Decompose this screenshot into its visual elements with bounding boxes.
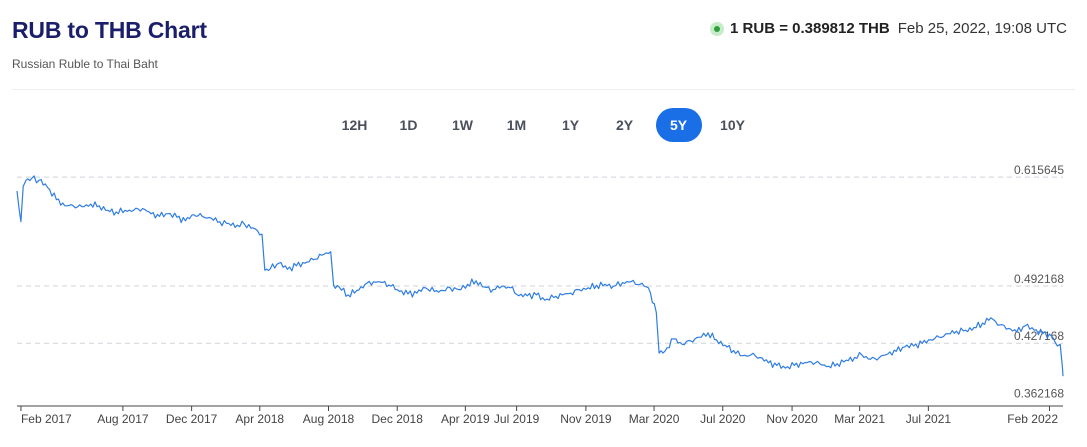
x-tick-label: Nov 2019: [560, 412, 612, 426]
period-button-5y[interactable]: 5Y: [655, 108, 702, 142]
series-line: [16, 175, 1064, 377]
period-button-1y[interactable]: 1Y: [548, 108, 594, 142]
x-tick-label: Apr 2019: [441, 412, 490, 426]
y-tick-label: 0.492168: [1014, 272, 1064, 286]
x-tick-label: Nov 2020: [766, 412, 818, 426]
x-axis-labels: Feb 2017 Aug 2017 Dec 2017 Apr 2018 Aug 2018…: [20, 406, 1058, 426]
y-axis-labels: 0.615645 0.492168 0.427168 0.362168: [1014, 163, 1064, 400]
x-tick-label: Dec 2017: [166, 412, 218, 426]
rate-timestamp: Feb 25, 2022, 19:08 UTC: [897, 20, 1067, 37]
x-tick-label: Dec 2018: [372, 412, 424, 426]
current-rate: 1 RUB = 0.389812 THB Feb 25, 2022, 19:08…: [710, 20, 1067, 37]
period-button-2y[interactable]: 2Y: [602, 108, 648, 142]
page-subtitle: Russian Ruble to Thai Baht: [12, 57, 158, 71]
x-tick-label: Jul 2020: [700, 412, 746, 426]
x-tick-label: Aug 2018: [303, 412, 355, 426]
x-tick-label: Feb 2017: [21, 412, 72, 426]
x-tick-label: Apr 2018: [235, 412, 284, 426]
x-tick-label: Mar 2021: [834, 412, 885, 426]
rate-value: 1 RUB = 0.389812 THB: [730, 20, 890, 37]
y-tick-label: 0.615645: [1014, 163, 1064, 177]
period-button-10y[interactable]: 10Y: [710, 108, 756, 142]
grid-lines: [17, 176, 1063, 344]
x-tick-label: Feb 2022: [1007, 412, 1058, 426]
page-title: RUB to THB Chart: [12, 17, 207, 43]
rate-chart[interactable]: 0.615645 0.492168 0.427168 0.362168 Feb 201…: [0, 160, 1087, 447]
header-divider: [12, 89, 1075, 90]
period-button-1m[interactable]: 1M: [494, 108, 540, 142]
period-button-1w[interactable]: 1W: [440, 108, 486, 142]
period-selector: 12H 1D 1W 1M 1Y 2Y 5Y 10Y: [0, 108, 1087, 142]
x-tick-label: Mar 2020: [629, 412, 680, 426]
period-button-1d[interactable]: 1D: [386, 108, 432, 142]
live-indicator-icon: [710, 21, 725, 36]
x-tick-label: Jul 2021: [906, 412, 952, 426]
period-button-12h[interactable]: 12H: [332, 108, 378, 142]
x-tick-label: Aug 2017: [97, 412, 149, 426]
y-tick-label: 0.362168: [1014, 387, 1064, 401]
y-tick-label: 0.427168: [1014, 329, 1064, 343]
x-tick-label: Jul 2019: [494, 412, 540, 426]
